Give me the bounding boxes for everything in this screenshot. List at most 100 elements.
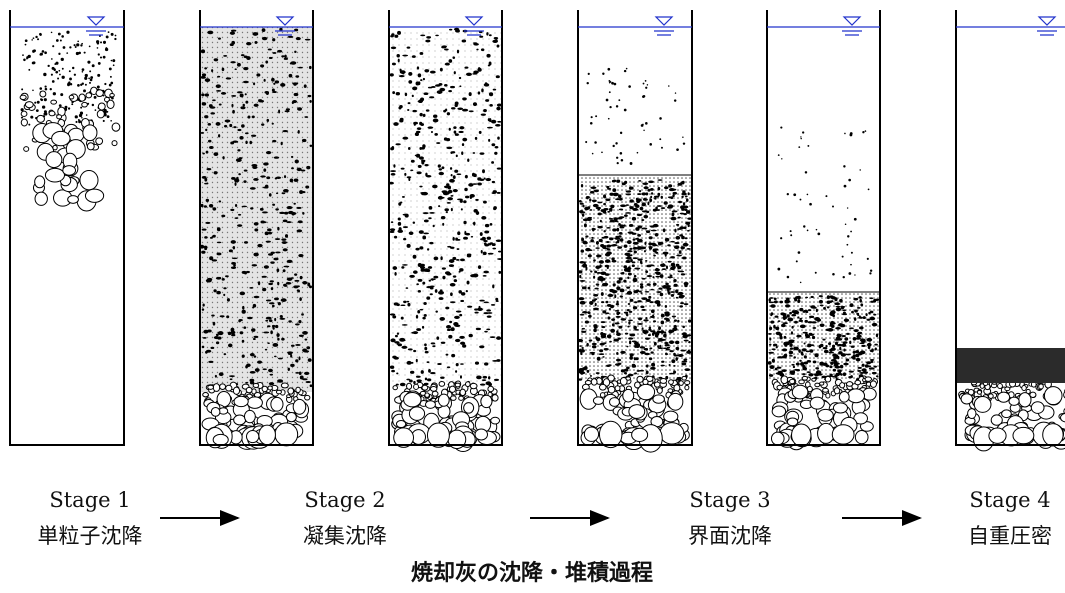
floc (241, 206, 247, 208)
particle (790, 234, 792, 236)
floc (250, 371, 256, 374)
grain (271, 397, 283, 411)
floc (481, 250, 483, 253)
floc (397, 332, 399, 335)
floc (301, 191, 305, 193)
floc (674, 319, 677, 321)
floc (798, 349, 801, 353)
floc (629, 248, 632, 250)
floc (815, 367, 819, 369)
floc (646, 265, 651, 268)
floc (409, 275, 415, 278)
floc (488, 118, 490, 121)
floc (491, 120, 496, 124)
floc (676, 264, 680, 267)
floc (228, 344, 232, 348)
grain (87, 143, 94, 150)
floc (241, 54, 245, 56)
floc (461, 208, 463, 210)
floc (616, 316, 621, 318)
floc (243, 326, 246, 329)
floc (491, 161, 494, 164)
floc (275, 251, 280, 253)
floc (655, 268, 658, 271)
floc (595, 303, 597, 306)
floc (271, 78, 275, 82)
floc (212, 207, 216, 210)
floc (829, 349, 832, 352)
floc (613, 217, 617, 221)
floc (435, 35, 439, 37)
floc (681, 362, 686, 365)
particle (34, 102, 36, 104)
floc (840, 373, 842, 376)
stage-label: Stage 3 (689, 488, 770, 512)
floc (802, 311, 806, 313)
floc (774, 298, 777, 300)
floc (460, 300, 464, 302)
floc (253, 338, 256, 340)
floc (412, 55, 416, 58)
floc (277, 338, 279, 341)
floc (857, 307, 861, 309)
floc (616, 228, 619, 232)
floc (874, 366, 877, 368)
floc (811, 296, 814, 298)
floc (846, 354, 851, 356)
particle (98, 53, 100, 55)
floc (294, 273, 297, 275)
floc (796, 363, 800, 366)
floc (644, 353, 649, 356)
floc (680, 350, 685, 352)
particle (44, 98, 47, 101)
floc (294, 280, 299, 282)
floc (774, 300, 778, 303)
floc (610, 305, 614, 308)
floc (456, 310, 462, 312)
floc (465, 175, 468, 179)
floc (638, 225, 642, 228)
floc (295, 372, 299, 374)
floc (483, 275, 487, 277)
floc (857, 370, 861, 372)
floc (628, 231, 634, 233)
floc (601, 335, 606, 339)
grain (404, 393, 421, 407)
floc (416, 283, 419, 285)
grain (610, 398, 620, 407)
floc (299, 297, 302, 301)
floc (648, 329, 651, 331)
floc (399, 338, 405, 342)
floc (644, 348, 648, 350)
floc (860, 351, 866, 355)
grain (818, 409, 833, 421)
floc (792, 310, 795, 313)
floc (426, 109, 430, 111)
floc (217, 252, 222, 255)
floc (484, 362, 488, 365)
floc (287, 206, 293, 209)
floc (589, 301, 593, 305)
floc (430, 372, 435, 374)
floc (645, 338, 650, 340)
cylinder (200, 10, 313, 449)
floc (274, 318, 276, 321)
floc (496, 336, 501, 340)
floc (789, 344, 792, 347)
floc (637, 193, 641, 195)
particle (57, 77, 59, 79)
floc (873, 314, 876, 316)
floc (633, 279, 638, 283)
floc (828, 351, 833, 353)
particle (683, 142, 685, 144)
floc (416, 359, 418, 362)
floc (652, 276, 654, 278)
floc (221, 92, 226, 95)
floc (834, 339, 840, 341)
floc (650, 301, 654, 303)
floc (590, 375, 592, 377)
floc (618, 223, 621, 226)
floc (844, 319, 849, 322)
floc (243, 180, 246, 183)
particle (106, 111, 108, 113)
